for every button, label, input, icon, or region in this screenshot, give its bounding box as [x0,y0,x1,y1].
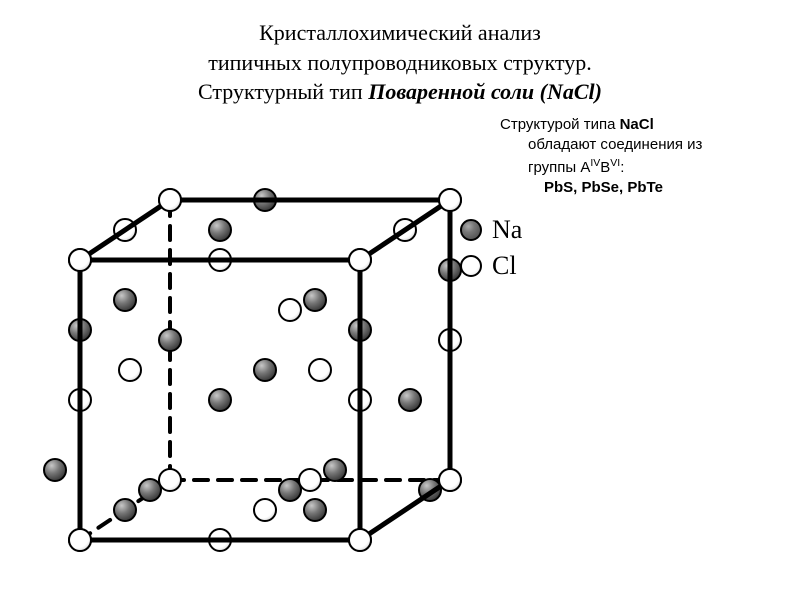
side-line-3-sup2: VI [610,157,620,169]
side-line-1a: Структурой типа [500,116,620,133]
title-block: Кристаллохимический анализ типичных полу… [0,0,800,107]
title-line-3-italic: Поваренной соли (NaCl) [368,79,602,104]
side-line-2: обладают соединения из [528,135,780,155]
side-description: Структурой типа NaCl обладают соединения… [500,115,780,198]
title-line-3-prefix: Структурный тип [198,79,368,104]
title-line-2: типичных полупроводниковых структур. [0,48,800,78]
lattice-svg [20,140,490,570]
title-line-3: Структурный тип Поваренной соли (NaCl) [0,77,800,107]
legend-cl-label: Cl [492,251,517,281]
side-line-3: группы AIVBVI: [528,156,780,178]
side-line-1: Структурой типа NaCl [500,115,780,135]
side-line-1b: NaCl [620,116,654,133]
legend-na-label: Na [492,215,522,245]
side-line-3c: : [620,159,624,176]
side-line-4: PbS, PbSe, PbTe [544,178,780,198]
side-line-3a: группы A [528,159,590,176]
side-line-3-sup1: IV [590,157,600,169]
crystal-diagram [20,140,490,570]
title-line-1: Кристаллохимический анализ [0,18,800,48]
side-line-3b: B [600,159,610,176]
